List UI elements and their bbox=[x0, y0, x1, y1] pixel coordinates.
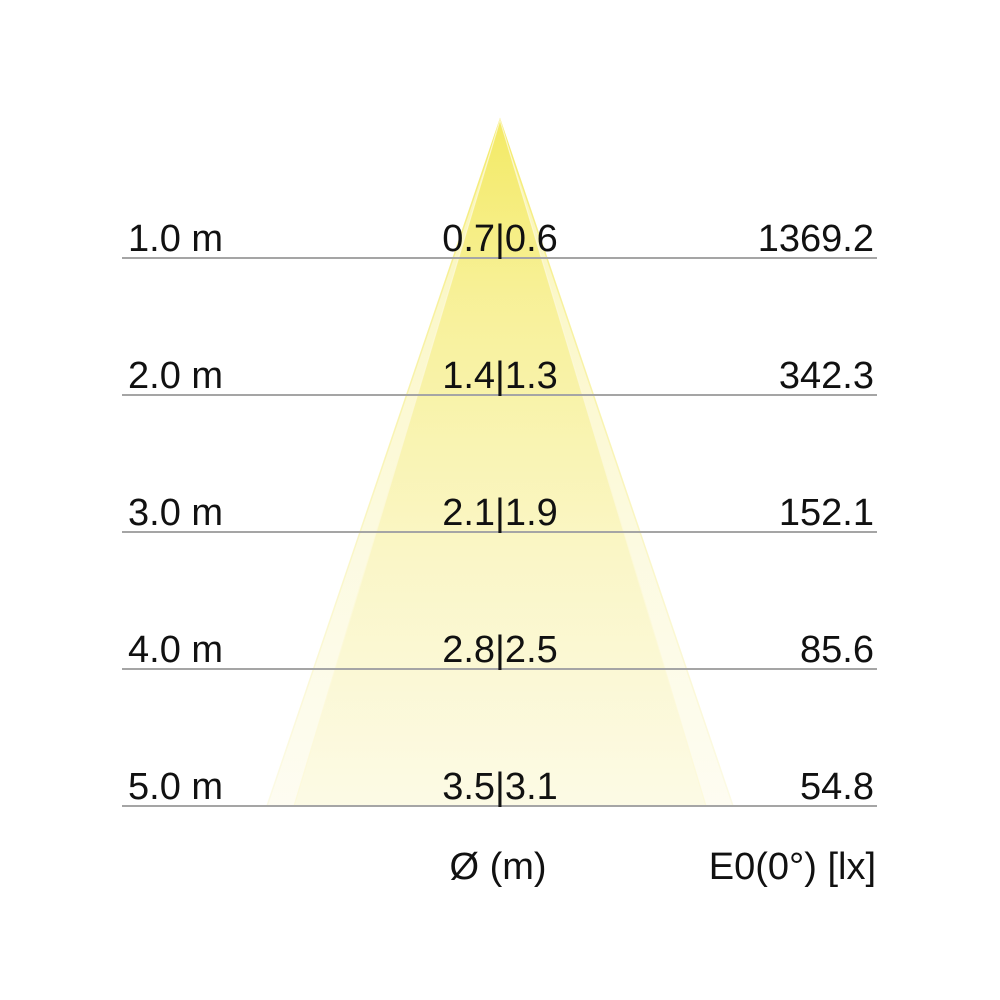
beam-diameter-value: 1.4|1.3 bbox=[442, 355, 558, 397]
distance-line bbox=[122, 668, 877, 670]
beam-diameter-value: 2.1|1.9 bbox=[442, 492, 558, 534]
illuminance-value: 85.6 bbox=[800, 629, 874, 671]
distance-row: 2.0 m 1.4|1.3 342.3 bbox=[0, 356, 1000, 396]
illuminance-value: 1369.2 bbox=[757, 218, 874, 260]
distance-row: 3.0 m 2.1|1.9 152.1 bbox=[0, 493, 1000, 533]
beam-diameter-value: 0.7|0.6 bbox=[442, 218, 558, 260]
distance-line bbox=[122, 531, 877, 533]
diameter-unit-label: Ø (m) bbox=[449, 846, 547, 888]
illuminance-value: 342.3 bbox=[778, 355, 874, 397]
distance-label: 2.0 m bbox=[128, 355, 224, 397]
distance-line bbox=[122, 394, 877, 396]
distance-line bbox=[122, 257, 877, 259]
distance-label: 5.0 m bbox=[128, 766, 224, 808]
distance-row: 5.0 m 3.5|3.1 54.8 bbox=[0, 767, 1000, 807]
distance-label: 4.0 m bbox=[128, 629, 224, 671]
illuminance-unit-label: E0(0°) [lx] bbox=[708, 846, 876, 888]
distance-row: 1.0 m 0.7|0.6 1369.2 bbox=[0, 219, 1000, 259]
illuminance-value: 152.1 bbox=[778, 492, 874, 534]
distance-label: 1.0 m bbox=[128, 218, 224, 260]
distance-line bbox=[122, 805, 877, 807]
beam-diameter-value: 3.5|3.1 bbox=[442, 766, 558, 808]
beam-diameter-value: 2.8|2.5 bbox=[442, 629, 558, 671]
footer-labels: Ø (m) E0(0°) [lx] bbox=[0, 847, 1000, 887]
distance-label: 3.0 m bbox=[128, 492, 224, 534]
illuminance-value: 54.8 bbox=[800, 766, 874, 808]
distance-row: 4.0 m 2.8|2.5 85.6 bbox=[0, 630, 1000, 670]
